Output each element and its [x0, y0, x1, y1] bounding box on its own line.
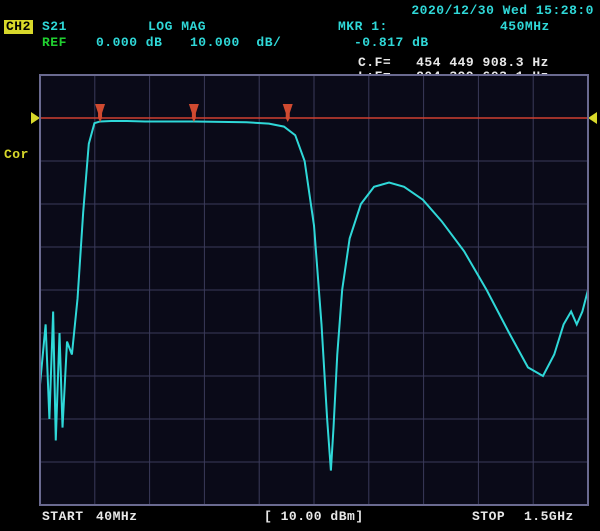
s21-plot [0, 0, 600, 531]
vna-screen: 2020/12/30 Wed 15:28:0 CH2 S21 LOG MAG M… [0, 0, 600, 531]
start-label: START [42, 510, 84, 524]
stop-label: STOP [472, 510, 505, 524]
stop-val: 1.5GHz [524, 510, 574, 524]
power-val: [ 10.00 dBm] [264, 510, 364, 524]
start-val: 40MHz [96, 510, 138, 524]
